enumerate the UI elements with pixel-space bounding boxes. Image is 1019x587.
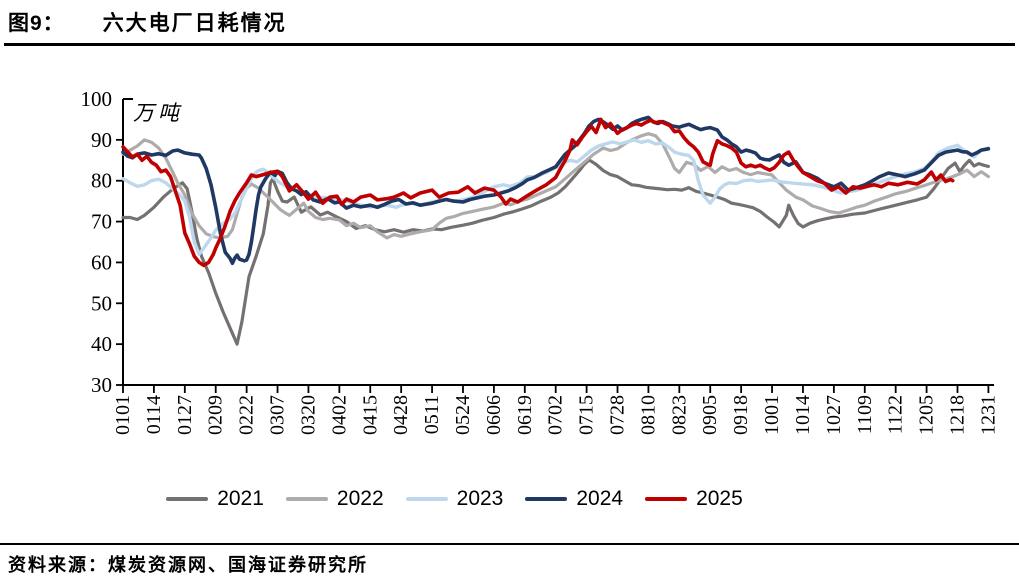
y-tick-label: 100 xyxy=(81,87,113,111)
legend-swatch-2024 xyxy=(525,497,568,501)
x-tick-label: 0402 xyxy=(328,395,350,435)
x-tick-label: 0728 xyxy=(607,395,629,435)
x-tick-label: 1218 xyxy=(946,395,968,435)
x-tick-label: 0114 xyxy=(143,395,165,434)
line-chart: 30 40 50 60 70 80 90 100 0101 0114 0127 0209 0222 030… xyxy=(0,52,1019,480)
y-tick-label: 90 xyxy=(91,128,112,152)
legend-label-2025: 2025 xyxy=(696,487,743,510)
x-tick-label: 0524 xyxy=(452,395,474,435)
y-tick-label: 50 xyxy=(91,291,112,315)
y-axis-unit-label: 万吨 xyxy=(133,101,183,125)
x-tick-label: 0619 xyxy=(514,395,536,435)
footer-divider xyxy=(0,543,1019,545)
x-tick-label: 0511 xyxy=(421,395,443,434)
x-tick-label: 1231 xyxy=(977,395,999,435)
legend-item-2021: 2021 xyxy=(166,487,264,511)
legend-swatch-2025 xyxy=(645,497,688,501)
source-note: 资料来源：煤炭资源网、国海证券研究所 xyxy=(8,555,368,575)
y-tick-label: 40 xyxy=(91,332,112,356)
chart-legend: 2021 2022 2023 2024 2025 xyxy=(0,487,964,511)
x-tick-label: 0222 xyxy=(236,395,258,435)
x-tick-label: 1205 xyxy=(916,395,938,435)
y-tick-label: 60 xyxy=(91,250,112,274)
x-tick-label: 0415 xyxy=(359,395,381,435)
x-tick-label: 0606 xyxy=(483,395,505,435)
legend-item-2025: 2025 xyxy=(645,487,743,511)
legend-label-2023: 2023 xyxy=(456,487,504,510)
x-tick-label: 0101 xyxy=(112,395,134,435)
legend-item-2022: 2022 xyxy=(285,487,384,511)
x-tick-label: 0905 xyxy=(699,395,721,435)
x-tick-label: 1122 xyxy=(885,395,907,434)
x-tick-label: 0209 xyxy=(205,395,227,435)
x-tick-label: 1001 xyxy=(761,395,783,435)
y-tick-label: 70 xyxy=(91,210,112,234)
chart-canvas: 30 40 50 60 70 80 90 100 0101 0114 0127 0209 0222 030… xyxy=(81,87,1000,435)
figure-title: 六大电厂日耗情况 xyxy=(102,11,287,35)
legend-label-2022: 2022 xyxy=(336,487,384,510)
x-tick-label: 0428 xyxy=(390,395,412,435)
series-line-2021 xyxy=(121,158,991,346)
x-tick-label: 0702 xyxy=(545,395,567,435)
x-tick-label: 0823 xyxy=(668,395,690,435)
legend-swatch-2023 xyxy=(405,497,448,501)
legend-swatch-2021 xyxy=(166,497,209,501)
y-tick-label: 80 xyxy=(91,169,112,193)
x-tick-label: 1109 xyxy=(854,395,876,434)
legend-label-2021: 2021 xyxy=(217,487,264,510)
title-divider xyxy=(4,43,1015,46)
x-tick-label: 1014 xyxy=(792,395,814,435)
series-line-2025 xyxy=(121,117,955,268)
legend-item-2024: 2024 xyxy=(525,487,623,511)
x-tick-label: 0320 xyxy=(297,395,319,435)
figure-number-label: 图9： xyxy=(8,12,65,35)
x-tick-label: 0810 xyxy=(637,395,659,435)
y-tick-label: 30 xyxy=(91,373,112,397)
legend-item-2023: 2023 xyxy=(405,487,504,511)
x-tick-label: 0715 xyxy=(576,395,598,435)
x-tick-label: 1027 xyxy=(823,395,845,435)
x-tick-label: 0127 xyxy=(174,395,196,435)
legend-swatch-2022 xyxy=(285,497,328,501)
x-tick-label: 0918 xyxy=(730,395,752,435)
figure-header: 图9： 六大电厂日耗情况 xyxy=(8,7,287,37)
legend-label-2024: 2024 xyxy=(576,487,624,510)
x-tick-label: 0307 xyxy=(267,395,289,435)
